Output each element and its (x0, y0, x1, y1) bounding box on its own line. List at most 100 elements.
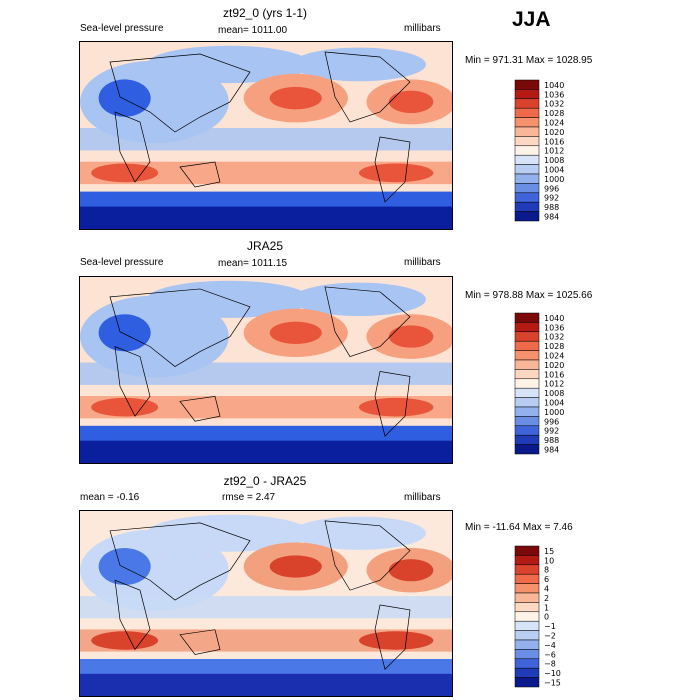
south-atlantic-high (359, 631, 434, 650)
colorbar-swatch (514, 192, 540, 203)
panel3-field (80, 511, 452, 696)
colorbar-tick-label: 992 (544, 194, 559, 203)
southern-ocean-deep-low (80, 673, 452, 696)
colorbar-swatch (514, 312, 540, 323)
colorbar-swatch (514, 145, 540, 156)
panel1-field (80, 42, 452, 229)
colorbar-tick-label: 988 (544, 436, 559, 445)
colorbar-tick-label: 1016 (544, 370, 564, 379)
equatorial-band (80, 362, 452, 385)
panel1-mean: mean= 1011.00 (218, 25, 288, 36)
colorbar-swatch (514, 117, 540, 128)
colorbar-swatch (514, 444, 540, 455)
colorbar-tick-label: −1 (544, 622, 556, 631)
colorbar-swatch (514, 434, 540, 445)
colorbar-swatch (514, 416, 540, 427)
south-atlantic-high (359, 397, 434, 417)
panel3-rmse: rmse = 2.47 (222, 492, 276, 503)
colorbar-swatch (514, 211, 540, 222)
panel1-minmax: Min = 971.31 Max = 1028.95 (465, 55, 593, 66)
colorbar-swatch (514, 126, 540, 137)
colorbar-swatch (514, 173, 540, 184)
panel1-map (79, 41, 453, 230)
colorbar-tick-label: −4 (544, 641, 556, 650)
colorbar-tick-label: 1008 (544, 156, 564, 165)
atlantic-north-low (292, 516, 426, 550)
colorbar-tick-label: 984 (544, 213, 559, 222)
colorbar-tick-label: 15 (544, 547, 554, 556)
asia-low-core (98, 548, 151, 585)
south-atlantic-high (359, 163, 434, 183)
colorbar-swatch (514, 350, 540, 361)
colorbar-swatch (514, 602, 540, 613)
continent-outline-1 (109, 522, 251, 601)
colorbar-swatch (514, 201, 540, 212)
panel2-minmax: Min = 978.88 Max = 1025.66 (465, 290, 593, 301)
colorbar-swatch (514, 564, 540, 575)
continent-outline-2 (114, 346, 151, 417)
panel1-colorbar: 1040 1036 1032 1028 1024 1020 1016 1012 1008 1004… (514, 79, 575, 223)
continent-outline-1 (109, 53, 251, 133)
panel2-colorbar-svg: 1040103610321028102410201016101210081004… (514, 312, 564, 455)
panel2-field (80, 277, 452, 463)
panel2-variable: Sea-level pressure (80, 257, 164, 268)
panel3-colorbar: 15 10 8 6 4 2 1 0 −1 −2 −4 −6 −8 −10 −15 (514, 545, 575, 689)
colorbar-tick-label: 1024 (544, 119, 564, 128)
panel1-units: millibars (404, 23, 441, 34)
colorbar-swatch (514, 649, 540, 660)
southern-high-belt (80, 396, 452, 419)
colorbar-tick-label: 1000 (544, 408, 564, 417)
colorbar-swatch (514, 89, 540, 100)
panel2-colorbar: 1040 1036 1032 1028 1024 1020 1016 1012 1008 1004… (514, 312, 575, 456)
colorbar-swatch (514, 322, 540, 333)
panel1-colorbar-svg: 1040103610321028102410201016101210081004… (514, 79, 564, 222)
colorbar-swatch (514, 425, 540, 436)
panel3-title: zt92_0 - JRA25 (223, 474, 307, 488)
colorbar-swatch (514, 573, 540, 584)
panel3-mean: mean = -0.16 (80, 492, 140, 503)
colorbar-tick-label: 6 (544, 575, 549, 584)
colorbar-swatch (514, 592, 540, 603)
colorbar-tick-label: 1004 (544, 166, 564, 175)
southern-high-belt (80, 629, 452, 652)
colorbar-tick-label: 1032 (544, 100, 564, 109)
continent-outline-4 (374, 371, 411, 437)
continent-outline-4 (374, 136, 411, 203)
colorbar-swatch (514, 359, 540, 370)
pacific-high-core (269, 555, 322, 578)
continent-outline-3 (324, 520, 411, 591)
colorbar-swatch (514, 406, 540, 417)
colorbar-tick-label: 1012 (544, 380, 564, 389)
colorbar-swatch (514, 658, 540, 669)
colorbar-swatch (514, 667, 540, 678)
colorbar-swatch (514, 639, 540, 650)
continent-outline-5 (179, 629, 221, 655)
colorbar-tick-label: −8 (544, 660, 556, 669)
colorbar-swatch (514, 387, 540, 398)
colorbar-swatch (514, 183, 540, 194)
colorbar-tick-label: 984 (544, 446, 559, 455)
colorbar-tick-label: 1020 (544, 128, 564, 137)
colorbar-tick-label: 1032 (544, 333, 564, 342)
atlantic-high-core (388, 90, 434, 114)
colorbar-swatch (514, 340, 540, 351)
panel2-mean: mean= 1011.15 (218, 258, 288, 269)
atlantic-high-core (388, 325, 434, 348)
atlantic-north-low (292, 282, 426, 317)
colorbar-swatch (514, 397, 540, 408)
colorbar-swatch (514, 136, 540, 147)
colorbar-swatch (514, 677, 540, 688)
colorbar-tick-label: 996 (544, 417, 559, 426)
colorbar-swatch (514, 107, 540, 118)
southern-ocean-deep-low (80, 440, 452, 463)
panel2-map (79, 276, 453, 464)
colorbar-tick-label: −6 (544, 650, 556, 659)
colorbar-tick-label: 8 (544, 566, 549, 575)
continent-outline-3 (324, 286, 411, 357)
colorbar-tick-label: 1020 (544, 361, 564, 370)
colorbar-swatch (514, 630, 540, 641)
continent-outline-2 (114, 579, 151, 651)
colorbar-tick-label: 0 (544, 613, 549, 622)
colorbar-tick-label: 992 (544, 427, 559, 436)
